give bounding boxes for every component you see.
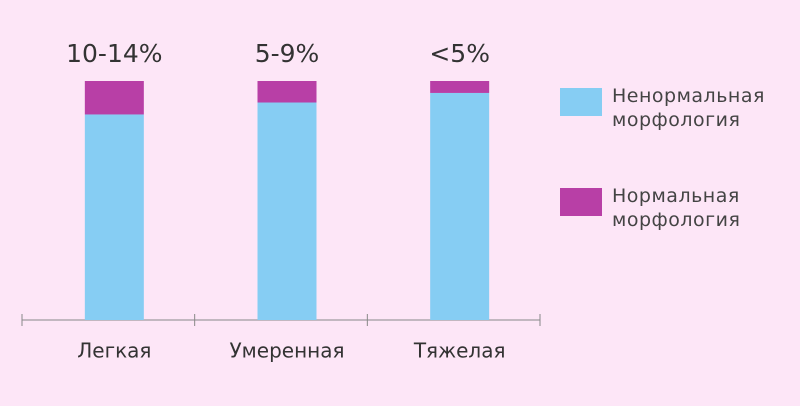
bar-segment bbox=[84, 114, 144, 321]
bar-segment bbox=[257, 102, 317, 320]
bar-segment bbox=[84, 81, 144, 115]
legend-label: Нормальная морфология bbox=[612, 185, 741, 231]
annotation: <5% bbox=[429, 39, 490, 68]
legend-label: Ненормальная морфология bbox=[612, 85, 765, 131]
x-tick-label: Легкая bbox=[77, 339, 151, 363]
annotation: 5-9% bbox=[255, 39, 320, 68]
x-tick-label: Умеренная bbox=[229, 339, 344, 363]
legend-swatch bbox=[560, 88, 602, 116]
x-tick-label: Тяжелая bbox=[413, 339, 506, 363]
legend-swatch bbox=[560, 188, 602, 216]
bar-segment bbox=[257, 81, 317, 103]
bar-segment bbox=[430, 81, 490, 93]
bar-segment bbox=[430, 92, 490, 320]
annotation: 10-14% bbox=[66, 39, 162, 68]
